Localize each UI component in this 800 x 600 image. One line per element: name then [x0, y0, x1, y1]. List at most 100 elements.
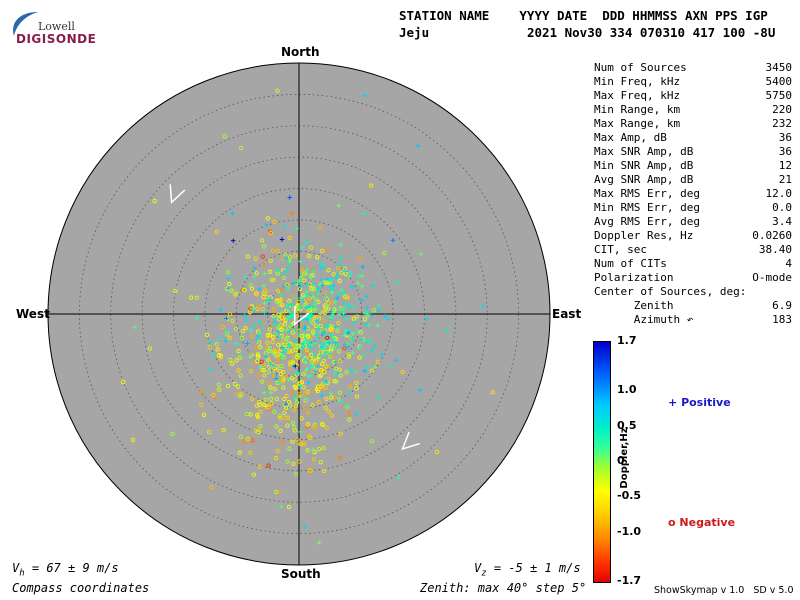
vh-readout: Vh = 67 ± 9 m/s [12, 561, 119, 578]
source-point-negative [324, 297, 330, 302]
source-point-positive [359, 337, 364, 342]
source-point-negative [261, 244, 267, 249]
source-point-positive [333, 359, 338, 365]
source-point-negative [209, 485, 214, 490]
source-point-positive [313, 306, 318, 312]
source-point-negative [256, 372, 261, 377]
source-point-positive [366, 322, 372, 328]
source-point-positive [418, 251, 424, 257]
stat-label: Avg RMS Err, deg [594, 215, 700, 228]
source-point-positive [394, 358, 399, 363]
source-point-positive [309, 344, 315, 349]
compass-coordinates-note: Compass coordinates [12, 581, 150, 595]
source-point-positive [310, 361, 315, 366]
source-point-negative [189, 295, 194, 300]
stat-label: Polarization [594, 271, 674, 284]
header-columns: STATION NAME YYYY DATE DDD HHMMSS AXN PP… [399, 8, 768, 23]
source-point-positive [314, 318, 320, 323]
source-point-positive [342, 269, 348, 274]
source-point-negative [275, 357, 281, 363]
source-point-negative [267, 381, 272, 386]
source-point-positive [262, 310, 267, 316]
source-point-positive [375, 323, 380, 328]
source-point-negative [250, 396, 255, 401]
source-point-positive [272, 364, 277, 369]
source-point-positive [342, 342, 348, 347]
source-point-negative [371, 308, 377, 313]
source-point-positive [349, 284, 355, 290]
source-point-positive [312, 368, 317, 374]
source-point-positive [338, 256, 344, 261]
velocity-chevron [293, 306, 310, 326]
stat-value: 38.40 [758, 243, 792, 256]
source-point-positive [295, 371, 301, 376]
source-point-negative [285, 459, 290, 464]
source-point-positive [310, 305, 315, 311]
source-point-negative [321, 318, 326, 324]
source-point-negative [301, 278, 307, 283]
source-point-positive [263, 354, 269, 359]
source-point-positive [330, 336, 335, 341]
source-point-positive [279, 310, 285, 315]
source-point-positive [319, 342, 324, 347]
source-point-negative [258, 409, 263, 414]
source-point-positive [272, 322, 277, 327]
stat-row: Max RMS Err, deg 12.0 [594, 187, 792, 201]
source-point-positive [257, 287, 262, 292]
source-point-positive [194, 315, 199, 321]
source-point-positive [331, 346, 336, 352]
source-point-positive [304, 267, 310, 273]
source-point-positive [318, 329, 323, 334]
source-point-negative [291, 408, 297, 413]
source-point-positive [257, 319, 262, 325]
source-point-positive [314, 336, 319, 341]
source-point-positive [481, 304, 486, 310]
source-point-negative [272, 219, 277, 224]
source-point-negative [278, 346, 283, 351]
source-point-positive [322, 345, 327, 351]
source-point-positive [327, 278, 333, 283]
source-point-positive [336, 291, 341, 297]
source-point-negative [320, 361, 325, 367]
source-point-positive [311, 269, 316, 274]
source-point-positive [267, 296, 272, 302]
source-point-positive [397, 474, 402, 480]
source-point-negative [233, 326, 239, 332]
logo [8, 10, 88, 50]
zenith-note: Zenith: max 40° step 5° [420, 581, 587, 595]
source-point-positive [254, 337, 260, 342]
source-point-negative [258, 344, 263, 350]
source-point-negative [365, 313, 371, 318]
source-point-negative [325, 301, 331, 306]
source-point-positive [258, 364, 263, 369]
source-point-negative [320, 381, 326, 387]
source-point-negative [293, 253, 298, 258]
source-point-positive [372, 343, 378, 349]
source-point-positive [364, 305, 370, 311]
source-point-negative [274, 396, 280, 402]
source-point-positive [336, 203, 341, 208]
source-point-negative [260, 307, 266, 312]
source-point-negative [250, 438, 255, 443]
source-point-negative [328, 327, 334, 332]
source-point-positive [300, 345, 306, 350]
stat-label: Max RMS Err, deg [594, 187, 700, 200]
source-point-negative [337, 455, 342, 460]
source-point-negative [297, 328, 302, 333]
source-point-negative [275, 288, 281, 294]
source-point-negative [266, 369, 271, 374]
source-point-positive [299, 245, 305, 250]
source-point-negative [293, 404, 299, 409]
source-point-positive [445, 328, 450, 333]
source-point-negative [271, 277, 276, 283]
source-point-negative [321, 280, 326, 285]
source-point-positive [298, 352, 303, 357]
source-point-positive [329, 290, 335, 295]
source-point-positive [293, 397, 299, 402]
source-point-negative [284, 308, 289, 314]
source-point-positive [304, 305, 310, 310]
source-point-positive [279, 237, 285, 242]
source-point-negative [227, 311, 233, 317]
source-point-positive [304, 282, 310, 287]
stat-label: Center of Sources, deg: [594, 285, 747, 298]
